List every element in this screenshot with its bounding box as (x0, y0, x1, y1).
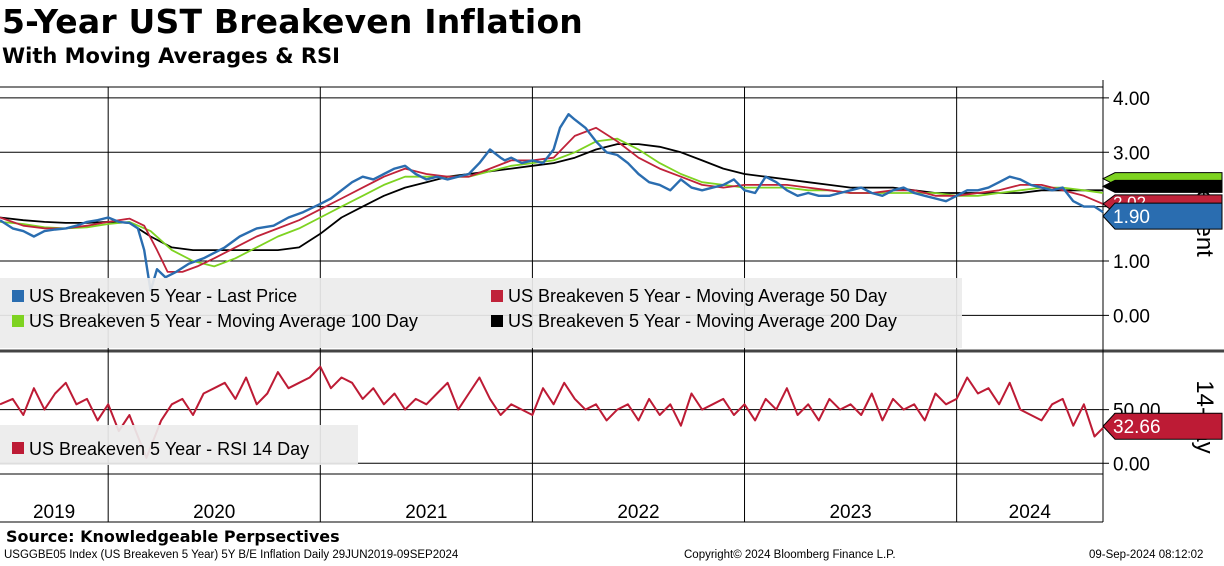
price-legend-box (0, 278, 962, 348)
timestamp: 09-Sep-2024 08:12:02 (1089, 549, 1204, 561)
legend-swatch (12, 315, 24, 327)
price-line-last (0, 112, 1104, 293)
x-tick-label: 2023 (829, 502, 871, 523)
last-price-flag (1102, 202, 1223, 230)
chart-subtitle: With Moving Averages & RSI (2, 44, 340, 68)
last-price-flag-value: 1.90 (1113, 207, 1150, 228)
x-tick-label: 2022 (617, 502, 659, 523)
legend-swatch (12, 442, 24, 454)
legend-swatch (12, 290, 24, 302)
price-tick-label: 1.00 (1113, 252, 1150, 273)
x-tick-label: 2019 (33, 502, 75, 523)
rsi-legend: US Breakeven 5 Year - RSI 14 Day (0, 425, 358, 465)
legend-label: US Breakeven 5 Year - RSI 14 Day (29, 439, 309, 459)
legend-label: US Breakeven 5 Year - Moving Average 200… (508, 311, 897, 331)
price-tick-label: 3.00 (1113, 143, 1150, 164)
price-tick-label: 4.00 (1113, 89, 1150, 110)
legend-label: US Breakeven 5 Year - Last Price (29, 286, 297, 306)
rsi-legend-box (0, 425, 358, 465)
price-legend: US Breakeven 5 Year - Last Price US Break… (0, 278, 962, 348)
x-tick-label: 2020 (193, 502, 235, 523)
legend-swatch (491, 290, 503, 302)
x-tick-label: 2021 (405, 502, 447, 523)
ma200-flag (1101, 179, 1223, 193)
price-tick-label: 0.00 (1113, 306, 1150, 327)
rsi-flag-value: 32.66 (1113, 417, 1161, 438)
rsi-tick-label: 0.00 (1113, 454, 1150, 475)
legend-label: US Breakeven 5 Year - Moving Average 100… (29, 311, 418, 331)
chart-title: 5-Year UST Breakeven Inflation (2, 2, 584, 41)
legend-swatch (491, 315, 503, 327)
ticker-description: USGGBE05 Index (US Breakeven 5 Year) 5Y … (4, 549, 459, 561)
price-line-ma200 (0, 143, 1103, 252)
x-tick-label: 2024 (1009, 502, 1052, 523)
rsi-line (0, 365, 1104, 459)
legend-label: US Breakeven 5 Year - Moving Average 50 … (508, 286, 887, 306)
copyright-note: Copyright© 2024 Bloomberg Finance L.P. (684, 549, 896, 561)
source-note: Source: Knowledgeable Perpsectives (6, 527, 340, 546)
rsi-flag (1102, 412, 1223, 440)
